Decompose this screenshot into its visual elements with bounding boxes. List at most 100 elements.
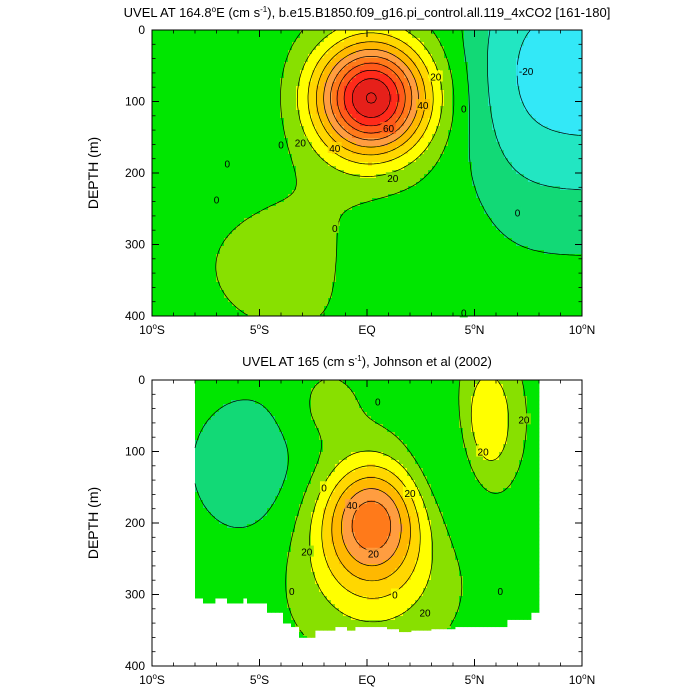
contour-cell: [228, 62, 233, 67]
contour-cell: [392, 46, 397, 51]
contour-cell: [396, 126, 401, 131]
contour-cell: [344, 38, 349, 43]
contour-cell: [372, 166, 377, 171]
contour-cell: [400, 170, 405, 175]
contour-cell: [264, 306, 269, 311]
contour-cell: [324, 94, 329, 99]
contour-cell: [264, 198, 269, 203]
contour-cell: [284, 182, 289, 187]
contour-cell: [388, 270, 393, 275]
contour-cell: [424, 250, 429, 255]
contour-cell: [200, 126, 205, 131]
contour-cell: [372, 146, 377, 151]
contour-cell: [176, 138, 181, 143]
contour-cell: [344, 50, 349, 55]
contour-cell: [180, 34, 185, 39]
contour-cell: [400, 186, 405, 191]
contour-cell: [236, 230, 241, 235]
contour-cell: [396, 274, 401, 279]
contour-cell: [340, 178, 345, 183]
contour-cell: [340, 174, 345, 179]
contour-cell: [368, 294, 373, 299]
contour-cell: [192, 126, 197, 131]
contour-cell: [324, 254, 329, 259]
contour-cell: [420, 118, 425, 123]
contour-cell: [308, 98, 313, 103]
contour-cell: [356, 38, 361, 43]
contour-cell: [384, 70, 389, 75]
contour-cell: [348, 122, 353, 127]
contour-cell: [344, 206, 349, 211]
contour-cell: [404, 250, 409, 255]
contour-cell: [260, 134, 265, 139]
contour-cell: [316, 274, 321, 279]
contour-cell: [356, 310, 361, 315]
contour-cell: [388, 182, 393, 187]
contour-cell: [224, 122, 229, 127]
contour-cell: [408, 182, 413, 187]
contour-cell: [312, 102, 317, 107]
contour-cell: [288, 78, 293, 83]
contour-cell: [244, 110, 249, 115]
contour-cell: [188, 178, 193, 183]
contour-cell: [248, 266, 253, 271]
contour-cell: [308, 262, 313, 267]
contour-cell: [328, 122, 333, 127]
contour-cell: [288, 310, 293, 315]
contour-cell: [276, 42, 281, 47]
contour-cell: [348, 154, 353, 159]
contour-cell: [288, 186, 293, 191]
contour-cell: [248, 202, 253, 207]
contour-cell: [328, 186, 333, 191]
contour-cell: [188, 238, 193, 243]
contour-cell: [224, 38, 229, 43]
contour-cell: [368, 122, 373, 127]
contour-cell: [404, 306, 409, 311]
contour-cell: [164, 198, 169, 203]
contour-cell: [172, 102, 177, 107]
contour-cell: [376, 278, 381, 283]
contour-cell: [200, 230, 205, 235]
contour-cell: [228, 206, 233, 211]
contour-cell: [300, 254, 305, 259]
contour-cell: [164, 162, 169, 167]
contour-cell: [224, 70, 229, 75]
contour-cell: [312, 250, 317, 255]
contour-cell: [188, 66, 193, 71]
contour-cell: [360, 218, 365, 223]
contour-cell: [352, 298, 357, 303]
contour-cell: [288, 254, 293, 259]
contour-cell: [344, 90, 349, 95]
contour-cell: [412, 58, 417, 63]
contour-cell: [192, 306, 197, 311]
contour-cell: [340, 102, 345, 107]
contour-cell: [164, 182, 169, 187]
contour-cell: [160, 266, 165, 271]
contour-cell: [156, 182, 161, 187]
contour-cell: [312, 278, 317, 283]
contour-cell: [172, 210, 177, 215]
contour-cell: [196, 94, 201, 99]
contour-cell: [192, 242, 197, 247]
contour-cell: [156, 82, 161, 87]
contour-cell: [188, 190, 193, 195]
contour-cell: [292, 306, 297, 311]
contour-cell: [352, 190, 357, 195]
contour-cell: [356, 242, 361, 247]
contour-cell: [316, 234, 321, 239]
contour-cell: [160, 54, 165, 59]
contour-cell: [192, 90, 197, 95]
contour-cell: [308, 118, 313, 123]
contour-cell: [168, 102, 173, 107]
contour-cell: [336, 258, 341, 263]
contour-cell: [360, 126, 365, 131]
contour-cell: [192, 106, 197, 111]
contour-cell: [220, 122, 225, 127]
contour-cell: [152, 58, 157, 63]
contour-cell: [204, 126, 209, 131]
contour-cell: [308, 190, 313, 195]
contour-cell: [396, 146, 401, 151]
contour-cell: [324, 134, 329, 139]
contour-cell: [284, 66, 289, 71]
contour-cell: [416, 142, 421, 147]
